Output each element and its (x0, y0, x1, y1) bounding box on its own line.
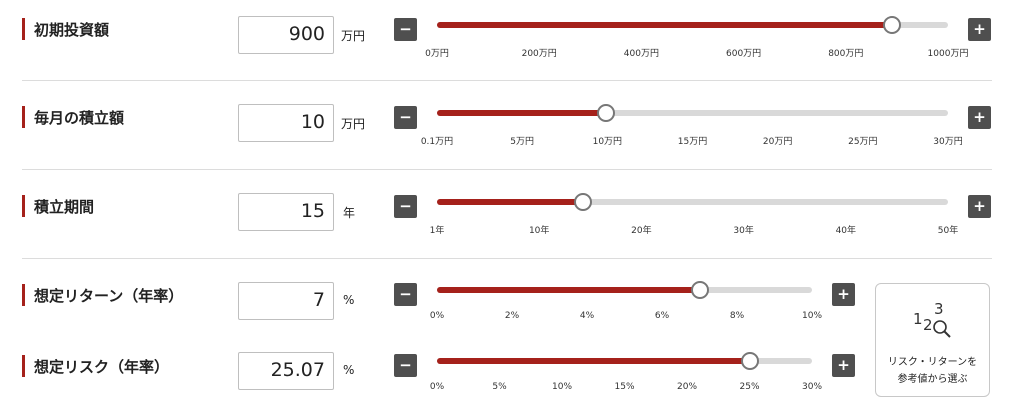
tick-label: 800万円 (828, 49, 864, 59)
label-accent-bar (22, 18, 25, 40)
tick-label: 15% (614, 382, 635, 392)
expected-return-value: 7 (312, 289, 325, 311)
expected-return-slider-fill (437, 287, 700, 293)
initial-investment-slider-track[interactable] (437, 16, 948, 34)
svg-text:1: 1 (913, 310, 923, 328)
tick-label: 200万円 (521, 49, 557, 59)
tick-label: 0% (429, 311, 445, 321)
tick-label: 2% (504, 311, 520, 321)
tick-label: 30年 (733, 226, 754, 236)
tick-label: 10% (801, 311, 823, 321)
expected-return-minus-button[interactable]: − (394, 283, 417, 306)
tick-label: 1年 (429, 226, 445, 236)
tick-label: 10年 (528, 226, 550, 236)
monthly-contribution-minus-button[interactable]: − (394, 106, 417, 129)
label-accent-bar (22, 355, 25, 377)
tick-label: 20% (676, 382, 698, 392)
label-accent-bar (22, 284, 25, 306)
tick-label: 20年 (631, 226, 652, 236)
tick-label: 25% (739, 382, 760, 392)
expected-risk-input[interactable]: 25.07 (238, 352, 334, 390)
initial-investment-slider-fill (437, 22, 892, 28)
label-accent-bar (22, 106, 25, 128)
expected-risk-plus-button[interactable]: + (832, 354, 855, 377)
tick-label: 6% (654, 311, 670, 321)
monthly-contribution-slider-fill (437, 110, 606, 116)
card-line-1: リスク・リターンを (887, 357, 978, 368)
initial-investment-value: 900 (288, 23, 325, 45)
accumulation-period-slider-knob[interactable] (573, 193, 592, 211)
tick-label: 400万円 (623, 49, 659, 59)
svg-text:3: 3 (934, 300, 944, 318)
accumulation-period-slider-fill (437, 199, 583, 205)
monthly-contribution-unit: 万円 (341, 117, 366, 131)
monthly-contribution-plus-button[interactable]: + (968, 106, 991, 129)
tick-label: 10万円 (592, 137, 623, 147)
monthly-contribution-slider-knob[interactable] (596, 104, 615, 122)
accumulation-period-minus-button[interactable]: − (394, 195, 417, 218)
tick-label: 50年 (937, 226, 959, 236)
tick-label: 0万円 (425, 49, 449, 59)
accumulation-period-unit: 年 (343, 206, 356, 220)
initial-investment-plus-button[interactable]: + (968, 18, 991, 41)
monthly-contribution-input[interactable]: 10 (238, 104, 334, 142)
tick-label: 1000万円 (927, 49, 969, 59)
tick-label: 10% (551, 382, 573, 392)
tick-label: 15万円 (677, 137, 708, 147)
expected-return-slider-track[interactable] (437, 281, 812, 299)
expected-risk-slider-fill (437, 358, 751, 364)
row-divider (22, 258, 992, 259)
tick-label: 5% (492, 382, 507, 392)
svg-text:2: 2 (923, 316, 933, 334)
monthly-contribution-value: 10 (300, 111, 325, 133)
card-line-2: 参考値から選ぶ (897, 374, 968, 385)
expected-risk-label: 想定リスク（年率） (34, 358, 170, 376)
expected-return-unit: % (343, 293, 355, 307)
initial-investment-minus-button[interactable]: − (394, 18, 417, 41)
initial-investment-slider-knob[interactable] (882, 16, 901, 34)
tick-label: 600万円 (726, 49, 762, 59)
tick-label: 4% (579, 311, 595, 321)
expected-return-plus-button[interactable]: + (832, 283, 855, 306)
row-divider (22, 169, 992, 170)
tick-label: 0% (429, 382, 445, 392)
accumulation-period-label: 積立期間 (34, 198, 95, 216)
123-search-icon: 1 2 3 (913, 300, 951, 338)
expected-return-label: 想定リターン（年率） (34, 287, 184, 305)
monthly-contribution-slider-track[interactable] (437, 104, 948, 122)
expected-risk-slider-track[interactable] (437, 352, 812, 370)
expected-risk-slider-knob[interactable] (741, 352, 760, 370)
monthly-contribution-label: 毎月の積立額 (34, 109, 125, 127)
accumulation-period-input[interactable]: 15 (238, 193, 334, 231)
accumulation-period-plus-button[interactable]: + (968, 195, 991, 218)
expected-risk-value: 25.07 (270, 359, 325, 381)
choose-from-reference-button[interactable]: 1 2 3 リスク・リターンを 参考値から選ぶ (875, 283, 990, 397)
row-divider (22, 80, 992, 81)
accumulation-period-slider-track[interactable] (437, 193, 948, 211)
tick-label: 25万円 (848, 137, 878, 147)
tick-label: 40年 (835, 226, 857, 236)
label-accent-bar (22, 195, 25, 217)
tick-label: 0.1万円 (420, 137, 454, 147)
tick-label: 20万円 (762, 137, 793, 147)
initial-investment-input[interactable]: 900 (238, 16, 334, 54)
tick-label: 5万円 (510, 137, 535, 147)
expected-return-input[interactable]: 7 (238, 282, 334, 320)
initial-investment-label: 初期投資額 (34, 21, 110, 39)
accumulation-period-value: 15 (300, 200, 325, 222)
initial-investment-unit: 万円 (341, 29, 366, 43)
expected-risk-minus-button[interactable]: − (394, 354, 417, 377)
tick-label: 8% (729, 311, 745, 321)
expected-return-slider-knob[interactable] (690, 281, 709, 299)
tick-label: 30% (801, 382, 823, 392)
expected-risk-unit: % (343, 363, 355, 377)
tick-label: 30万円 (933, 137, 963, 147)
